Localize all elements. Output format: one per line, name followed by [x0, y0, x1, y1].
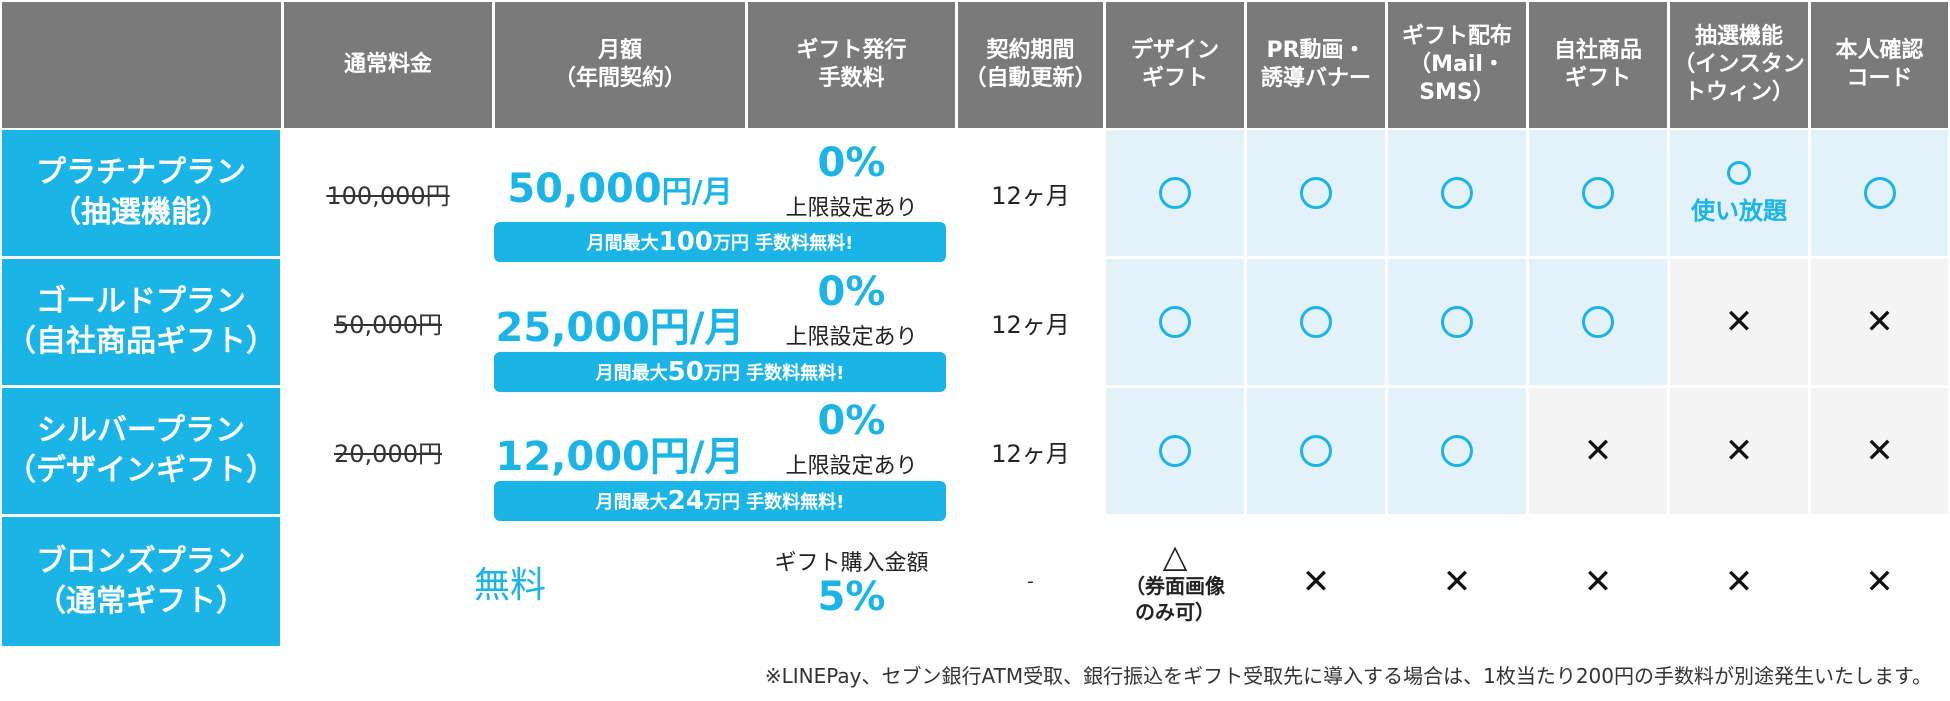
mark-platinum-design	[1106, 130, 1244, 256]
circle-icon	[1159, 177, 1191, 209]
cross-icon: ✕	[1583, 431, 1613, 471]
gift-fee-note-platinum: 上限設定あり	[785, 196, 918, 221]
mark-silver-pr	[1247, 388, 1385, 514]
mark-bronze-id: ✕	[1811, 517, 1948, 646]
header-monthly: 月額 （年間契約）	[495, 2, 745, 128]
mark-silver-design	[1106, 388, 1244, 514]
mark-bronze-pr: ✕	[1247, 517, 1385, 646]
gift-fee-label-bronze: ギフト購入金額	[774, 551, 929, 576]
circle-icon	[1300, 435, 1332, 467]
circle-icon	[1582, 306, 1614, 338]
cross-icon: ✕	[1724, 302, 1754, 342]
circle-icon	[1300, 177, 1332, 209]
circle-icon	[1441, 435, 1473, 467]
footnote: ※LINEPay、セブン銀行ATM受取、銀行振込をギフト受取先に導入する場合は、…	[764, 664, 1932, 688]
mark-gold-id: ✕	[1811, 259, 1948, 385]
gift-fee-pct-silver: 0%	[817, 398, 886, 444]
mark-silver-delivery	[1388, 388, 1526, 514]
circle-icon	[1727, 160, 1751, 185]
mark-platinum-id	[1811, 130, 1948, 256]
header-own-product: 自社商品 ギフト	[1529, 2, 1667, 128]
header-gift-delivery: ギフト配布 （Mail・ SMS）	[1388, 2, 1526, 128]
regular-fee-value: 50,000円	[334, 310, 442, 339]
header-design-gift: デザイン ギフト	[1106, 2, 1244, 128]
circle-icon	[1159, 435, 1191, 467]
gift-fee-note-gold: 上限設定あり	[785, 325, 918, 350]
plan-name-silver: シルバープラン （デザインギフト）	[2, 388, 280, 514]
header-regular-fee: 通常料金	[284, 2, 492, 128]
header-corner	[2, 2, 281, 128]
mark-gold-own	[1529, 259, 1667, 385]
regular-fee-platinum: 100,000円	[284, 130, 492, 256]
monthly-free-bronze: 無料	[473, 564, 546, 606]
circle-icon	[1159, 306, 1191, 338]
regular-fee-value: 20,000円	[334, 439, 442, 468]
mark-silver-own: ✕	[1529, 388, 1667, 514]
monthly-price-gold: 25,000円/月	[495, 305, 745, 351]
contract-term-bronze: -	[1027, 571, 1034, 592]
mark-silver-lottery: ✕	[1670, 388, 1808, 514]
mark-bronze-own: ✕	[1529, 517, 1667, 646]
cross-icon: ✕	[1724, 561, 1754, 602]
mark-gold-delivery	[1388, 259, 1526, 385]
cross-icon: ✕	[1724, 431, 1754, 471]
header-lottery: 抽選機能 （インスタン トウィン）	[1670, 2, 1808, 128]
cross-icon: ✕	[1865, 561, 1894, 602]
cross-icon: ✕	[1865, 302, 1894, 342]
free-fee-banner-platinum: 月間最大 100 万円 手数料無料!	[494, 222, 946, 262]
regular-fee-gold: 50,000円	[284, 259, 492, 385]
mark-silver-id: ✕	[1811, 388, 1948, 514]
mark-platinum-pr	[1247, 130, 1385, 256]
mark-platinum-own	[1529, 130, 1667, 256]
mark-gold-pr	[1247, 259, 1385, 385]
monthly-price-platinum: 50,000円/月	[507, 166, 733, 212]
gift-fee-pct-bronze: 5%	[817, 574, 886, 620]
circle-icon	[1441, 177, 1473, 209]
cross-icon: ✕	[1301, 561, 1331, 602]
contract-term-silver: 12ヶ月	[991, 439, 1070, 468]
design-note: （券面画像 のみ可）	[1125, 573, 1225, 624]
header-id-code: 本人確認 コード	[1811, 2, 1948, 128]
regular-fee-value: 100,000円	[326, 181, 450, 210]
regular-fee-silver: 20,000円	[284, 388, 492, 514]
mark-gold-design	[1106, 259, 1244, 385]
mark-platinum-lottery: 使い放題	[1670, 130, 1808, 256]
circle-icon	[1863, 177, 1896, 209]
contract-term-gold: 12ヶ月	[991, 310, 1070, 339]
cross-icon: ✕	[1865, 431, 1894, 471]
mark-bronze-delivery: ✕	[1388, 517, 1526, 646]
mark-bronze-design: △ （券面画像 のみ可）	[1106, 517, 1244, 646]
triangle-icon: △	[1162, 536, 1188, 575]
free-fee-banner-silver: 月間最大 24 万円 手数料無料!	[494, 481, 946, 521]
contract-term-platinum: 12ヶ月	[991, 181, 1070, 210]
feature-bg-silver-grey	[1526, 388, 1948, 514]
mark-bronze-lottery: ✕	[1670, 517, 1808, 646]
header-gift-fee: ギフト発行 手数料	[748, 2, 955, 128]
mark-gold-lottery: ✕	[1670, 259, 1808, 385]
cross-icon: ✕	[1442, 561, 1472, 602]
free-fee-banner-gold: 月間最大 50 万円 手数料無料!	[494, 352, 946, 392]
circle-icon	[1582, 177, 1614, 209]
cross-icon: ✕	[1583, 561, 1613, 602]
circle-icon	[1441, 306, 1473, 338]
header-pr-video: PR動画・ 誘導バナー	[1247, 2, 1385, 128]
plan-name-gold: ゴールドプラン （自社商品ギフト）	[2, 259, 280, 385]
header-contract: 契約期間 （自動更新）	[958, 2, 1103, 128]
plan-name-bronze: ブロンズプラン （通常ギフト）	[2, 517, 280, 646]
mark-platinum-delivery	[1388, 130, 1526, 256]
circle-icon	[1300, 306, 1332, 338]
gift-fee-note-silver: 上限設定あり	[785, 454, 918, 479]
feature-bg-gold-grey	[1667, 259, 1948, 385]
gift-fee-pct-platinum: 0%	[817, 140, 886, 186]
plan-name-platinum: プラチナプラン （抽選機能）	[2, 130, 280, 256]
gift-fee-pct-gold: 0%	[817, 269, 886, 315]
monthly-price-silver: 12,000円/月	[495, 434, 745, 480]
unlimited-label: 使い放題	[1691, 196, 1787, 225]
